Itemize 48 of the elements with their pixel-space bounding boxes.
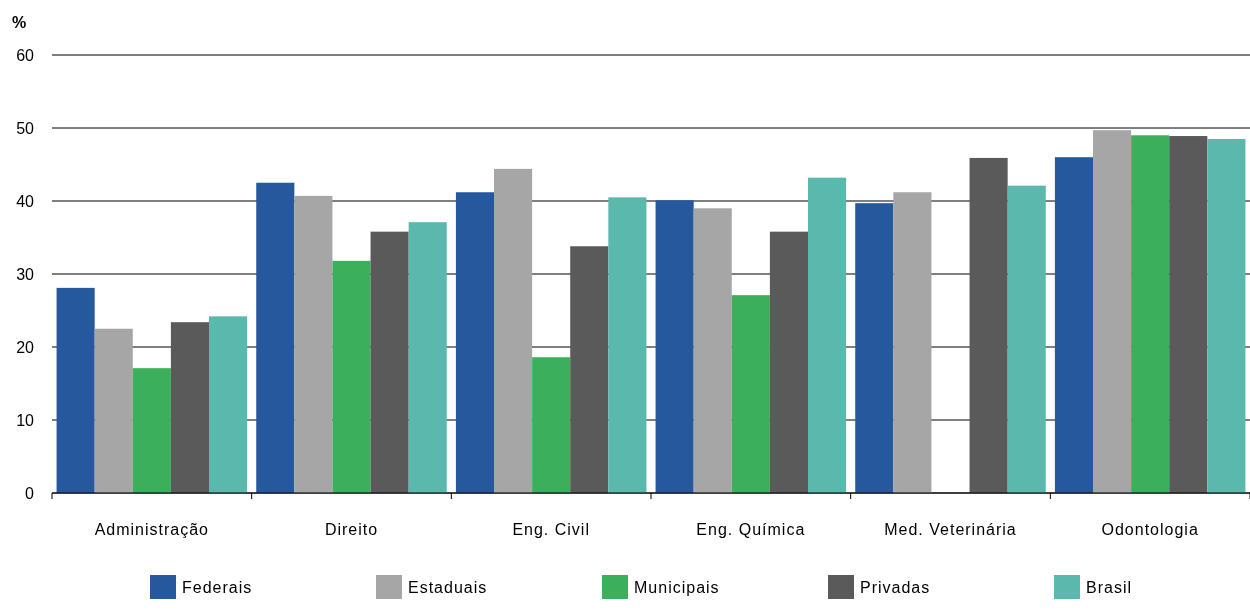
bar [208,316,248,493]
x-tick-label: Eng. Civil [512,521,590,538]
legend-label: Federais [182,578,253,596]
bar [893,192,932,493]
bar [370,231,409,493]
bar [769,231,808,493]
x-tick-label: Eng. Química [696,521,806,538]
bar [608,197,647,493]
x-tick-label: Direito [324,521,379,538]
x-tick-label: Med. Veterinária [884,521,1017,538]
bar [969,157,1008,493]
bar [494,168,533,493]
bar [1169,136,1208,493]
bar [570,246,609,493]
y-tick-label: 50 [16,119,35,137]
y-tick-label: 20 [16,338,35,356]
legend-label: Municipais [634,578,720,596]
y-tick-label: 60 [16,46,35,64]
y-tick-label: 10 [16,411,35,429]
bar [1093,130,1132,493]
y-tick-label: 30 [16,265,35,283]
bar [1131,135,1170,493]
bar [332,260,371,493]
bar [56,287,95,493]
legend-label: Estaduais [408,578,488,596]
legend-label: Privadas [860,578,931,596]
bar [1054,157,1094,493]
bar [731,295,770,493]
bar [170,322,209,493]
bar [408,222,447,493]
bar [693,208,732,493]
bar [1207,138,1246,493]
bar [807,177,847,493]
legend-label: Brasil [1086,578,1133,596]
x-tick-label: Odontologia [1101,521,1199,538]
bar [294,195,333,493]
bar [94,328,133,493]
y-tick-label: 0 [25,484,35,502]
bar [455,192,495,493]
bar [132,368,171,493]
bar [532,357,571,493]
bar [256,182,295,493]
bar [855,203,894,493]
y-axis-title: % [12,14,27,31]
y-tick-label: 40 [16,192,35,210]
bar [655,200,694,493]
x-tick-label: Administração [94,521,210,538]
bar [1007,185,1046,493]
